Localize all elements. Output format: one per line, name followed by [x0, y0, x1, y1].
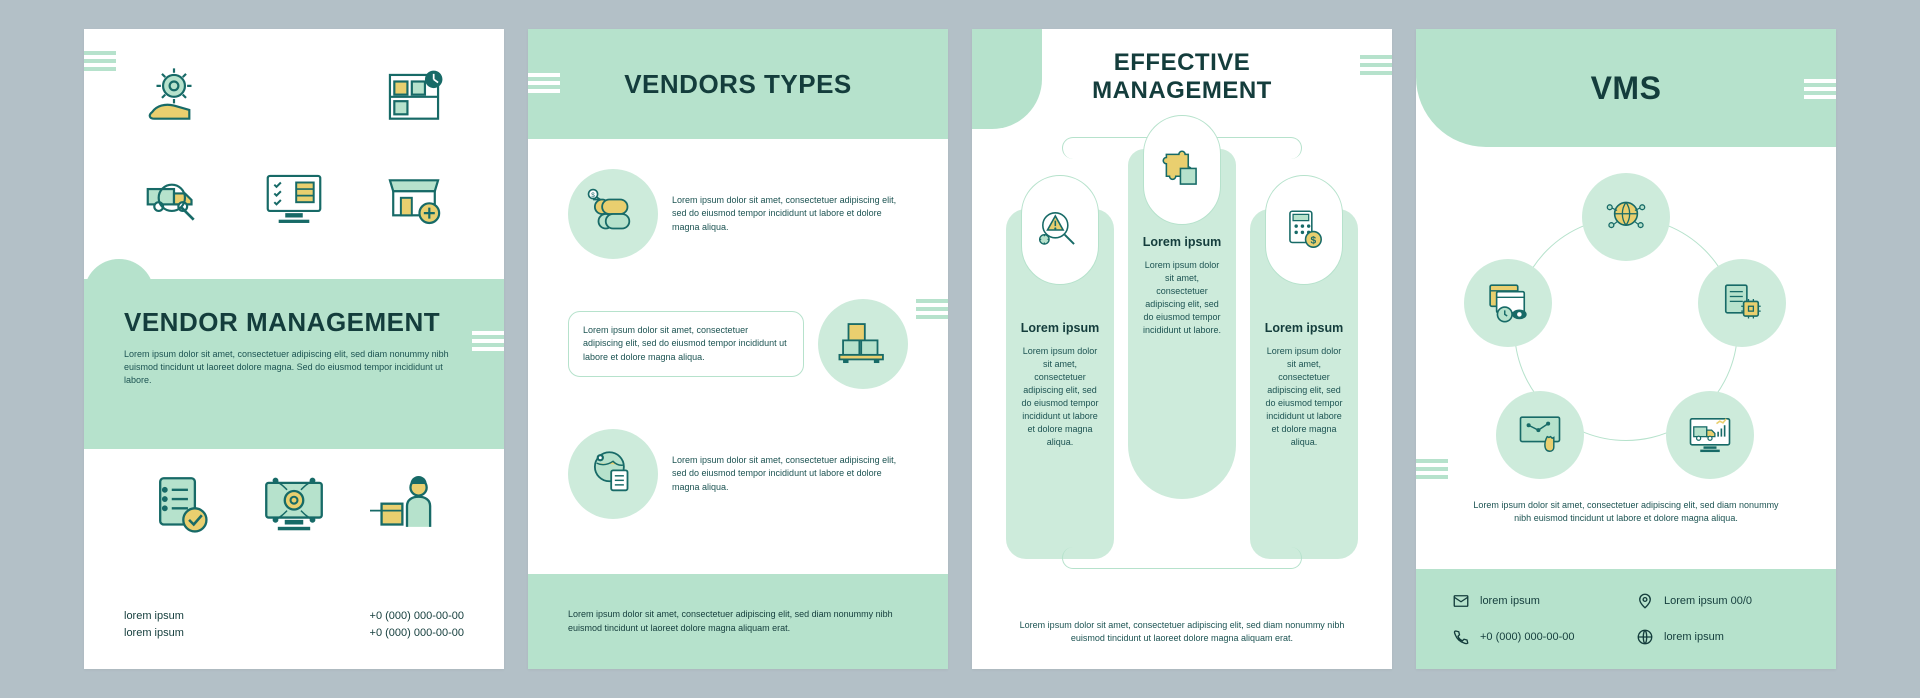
panel-title: VENDOR MANAGEMENT — [124, 307, 464, 338]
decor-stripes — [1804, 79, 1836, 99]
title-line: EFFECTIVE — [1114, 49, 1251, 76]
footer-block: Lorem ipsum dolor sit amet, consectetuer… — [528, 574, 948, 669]
decor-stripes — [84, 51, 116, 71]
touch-dashboard-icon — [1514, 409, 1566, 461]
pin-icon — [1636, 592, 1654, 610]
contact-address: Lorem ipsum 00/0 — [1636, 587, 1800, 615]
footer-text-block: Lorem ipsum dolor sit amet, consectetuer… — [1012, 619, 1352, 645]
shelves-icon — [379, 64, 449, 134]
header: EFFECTIVEMANAGEMENT — [972, 49, 1392, 104]
mail-icon — [1452, 592, 1470, 610]
phone-icon — [1452, 628, 1470, 646]
panel-vendors-types: VENDORS TYPES Lorem ipsum dolor sit amet… — [528, 29, 948, 669]
monitor-gear-icon — [257, 469, 331, 543]
contact-grid: lorem ipsum Lorem ipsum 00/0 +0 (000) 00… — [1416, 569, 1836, 669]
globe-network-icon — [1600, 191, 1652, 243]
node — [1698, 259, 1786, 347]
icon-pill — [1021, 175, 1099, 285]
window-eye-icon — [1482, 277, 1534, 329]
node — [1496, 391, 1584, 479]
footer-phone: +0 (000) 000-00-00 — [370, 608, 464, 626]
truck-search-icon — [139, 165, 209, 235]
footer-phone: +0 (000) 000-00-00 — [370, 625, 464, 643]
card-label: Lorem ipsum — [1020, 321, 1100, 335]
card: Lorem ipsum Lorem ipsum dolor sit amet, … — [1128, 149, 1236, 499]
card-body: Lorem ipsum dolor sit amet, consectetuer… — [1264, 345, 1344, 449]
contact-text: +0 (000) 000-00-00 — [1480, 631, 1574, 643]
logs-icon — [584, 185, 642, 243]
type-item: Lorem ipsum dolor sit amet, consectetuer… — [568, 299, 908, 389]
card-body: Lorem ipsum dolor sit amet, consectetuer… — [1020, 345, 1100, 449]
panel-body: Lorem ipsum dolor sit amet, consectetuer… — [124, 348, 464, 387]
icon-pill — [1265, 175, 1343, 285]
icon-grid-top — [134, 59, 454, 239]
icon-pill — [1143, 115, 1221, 225]
worker-box-icon — [370, 469, 444, 543]
body-text-block: Lorem ipsum dolor sit amet, consectetuer… — [1466, 499, 1786, 525]
item-text: Lorem ipsum dolor sit amet, consectetuer… — [568, 311, 804, 376]
card-body: Lorem ipsum dolor sit amet, consectetuer… — [1142, 259, 1222, 337]
globe-doc-icon — [584, 445, 642, 503]
icon-bubble — [568, 169, 658, 259]
doc-chip-icon — [1716, 277, 1768, 329]
footer-text: lorem ipsum — [124, 625, 184, 643]
type-item: Lorem ipsum dolor sit amet, consectetuer… — [568, 169, 908, 259]
item-text: Lorem ipsum dolor sit amet, consectetuer… — [672, 194, 908, 233]
item-text: Lorem ipsum dolor sit amet, consectetuer… — [672, 454, 908, 493]
contact-text: lorem ipsum — [1480, 595, 1540, 607]
contact-phone: +0 (000) 000-00-00 — [1452, 623, 1616, 651]
circular-diagram — [1476, 179, 1776, 479]
node — [1464, 259, 1552, 347]
panel-title: VENDORS TYPES — [624, 69, 852, 100]
header: VENDORS TYPES — [528, 29, 948, 139]
truck-chart-icon — [1684, 409, 1736, 461]
card-label: Lorem ipsum — [1264, 321, 1344, 335]
decor-stripes — [472, 331, 504, 351]
card: Lorem ipsum Lorem ipsum dolor sit amet, … — [1250, 209, 1358, 559]
panel-effective-management: EFFECTIVEMANAGEMENT Lorem ipsum Lorem ip… — [972, 29, 1392, 669]
footer-text: lorem ipsum — [124, 608, 184, 626]
globe-icon — [1636, 628, 1654, 646]
contact-text: Lorem ipsum 00/0 — [1664, 595, 1752, 607]
footer-text: Lorem ipsum dolor sit amet, consectetuer… — [1012, 619, 1352, 645]
calculator-money-icon — [1279, 202, 1329, 258]
pallet-icon — [834, 315, 892, 373]
footer-text: Lorem ipsum dolor sit amet, consectetuer… — [568, 608, 908, 634]
store-plus-icon — [379, 165, 449, 235]
type-item: Lorem ipsum dolor sit amet, consectetuer… — [568, 429, 908, 519]
header: VMS — [1416, 29, 1836, 147]
icon-bubble — [818, 299, 908, 389]
icon-row-bottom — [144, 469, 444, 543]
contact-web: lorem ipsum — [1636, 623, 1800, 651]
panel-vms: VMS Lorem ipsum dolor sit amet, consecte… — [1416, 29, 1836, 669]
decor-stripes — [528, 73, 560, 93]
contact-text: lorem ipsum — [1664, 631, 1724, 643]
decor-stripes — [916, 299, 948, 319]
monitor-list-icon — [259, 165, 329, 235]
card-row: Lorem ipsum Lorem ipsum dolor sit amet, … — [1006, 149, 1358, 559]
card-label: Lorem ipsum — [1142, 235, 1222, 249]
footer-contact: lorem ipsum lorem ipsum +0 (000) 000-00-… — [124, 608, 464, 643]
panel-vendor-management: VENDOR MANAGEMENT Lorem ipsum dolor sit … — [84, 29, 504, 669]
panel-body: Lorem ipsum dolor sit amet, consectetuer… — [1466, 499, 1786, 525]
card: Lorem ipsum Lorem ipsum dolor sit amet, … — [1006, 209, 1114, 559]
connector — [1062, 547, 1302, 569]
alert-search-icon — [1035, 202, 1085, 258]
decor-stripes — [1416, 459, 1448, 479]
contact-email: lorem ipsum — [1452, 587, 1616, 615]
title-line: MANAGEMENT — [1092, 77, 1272, 104]
panel-title: VMS — [1591, 70, 1662, 107]
title-block: VENDOR MANAGEMENT Lorem ipsum dolor sit … — [84, 279, 504, 449]
puzzle-icon — [1157, 142, 1207, 198]
node — [1666, 391, 1754, 479]
gear-hand-icon — [139, 64, 209, 134]
checklist-icon — [144, 469, 218, 543]
icon-bubble — [568, 429, 658, 519]
node — [1582, 173, 1670, 261]
